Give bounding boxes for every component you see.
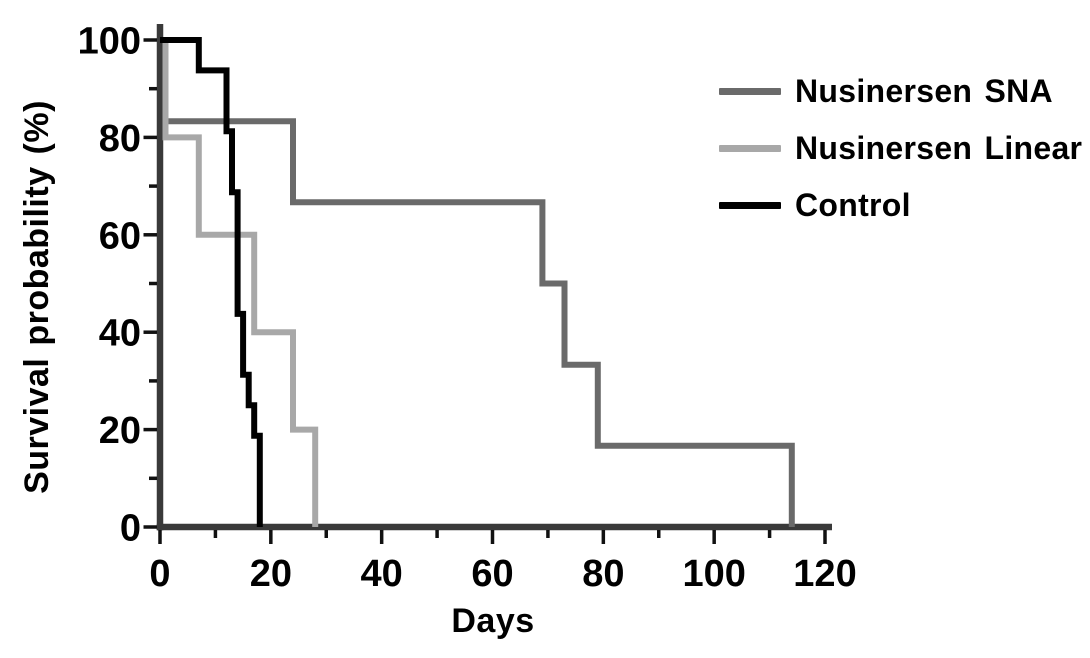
legend-item-nusinersen-sna: Nusinersen SNA <box>719 69 1053 113</box>
legend-item-control: Control <box>719 183 911 227</box>
x-tick-label-60: 60 <box>471 553 513 595</box>
x-tick-label-80: 80 <box>582 553 624 595</box>
legend-label-nusinersen-sna: Nusinersen SNA <box>795 72 1053 109</box>
legend-swatch-control <box>719 201 781 209</box>
legend-swatch-nusinersen-linear <box>719 144 781 152</box>
legend-label-nusinersen-linear: Nusinersen Linear <box>795 129 1083 166</box>
series-nusinersen-linear <box>160 37 319 527</box>
x-tick-label-100: 100 <box>682 553 745 595</box>
x-tick-label-0: 0 <box>149 553 170 595</box>
legend-item-nusinersen-linear: Nusinersen Linear <box>719 126 1082 170</box>
y-tick-label-0: 0 <box>120 508 141 550</box>
y-tick-label-20: 20 <box>99 410 141 452</box>
y-axis-title: Survival probability (%) <box>18 100 56 494</box>
legend: Nusinersen SNA Nusinersen Linear Control <box>719 0 1090 240</box>
y-tick-label-40: 40 <box>99 313 141 355</box>
y-tick-label-80: 80 <box>99 118 141 160</box>
y-tick-label-100: 100 <box>78 21 141 63</box>
series-control <box>160 37 263 527</box>
y-tick-label-60: 60 <box>99 215 141 257</box>
legend-swatch-nusinersen-sna <box>719 87 781 95</box>
x-axis-title: Days <box>451 602 534 640</box>
legend-label-control: Control <box>795 186 911 223</box>
x-tick-label-20: 20 <box>250 553 292 595</box>
x-tick-label-120: 120 <box>793 553 856 595</box>
x-tick-label-40: 40 <box>361 553 403 595</box>
